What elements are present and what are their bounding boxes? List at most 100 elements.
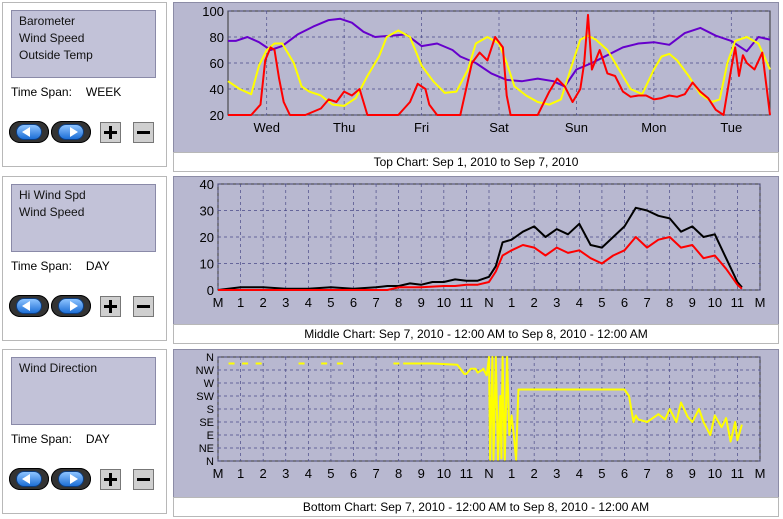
bottom-chart: N NE E SE S SW W NW N M 1 2 3 4 5 6 7 8 9 10 11 N 1 2 3 4 5 6 7 8 9 10 1… <box>173 349 779 501</box>
x-tick-label: N <box>484 466 493 481</box>
x-tick-label: M <box>213 466 224 481</box>
series-item[interactable]: Wind Speed <box>19 205 85 219</box>
top-chart-caption: Top Chart: Sep 1, 2010 to Sep 7, 2010 <box>173 152 779 172</box>
x-tick-label: 9 <box>418 295 425 310</box>
zoom-in-button[interactable] <box>100 469 121 490</box>
x-tick-label: 10 <box>708 466 722 481</box>
forward-button[interactable] <box>51 468 91 490</box>
y-tick-label: 80 <box>210 30 224 45</box>
x-tick-label: 5 <box>327 466 334 481</box>
x-tick-label: 9 <box>418 466 425 481</box>
zoom-in-button[interactable] <box>100 296 121 317</box>
x-tick-label: 2 <box>260 466 267 481</box>
x-tick-label: 5 <box>598 295 605 310</box>
x-tick-label: 6 <box>621 466 628 481</box>
x-tick-label: 3 <box>282 466 289 481</box>
x-tick-label: 9 <box>689 295 696 310</box>
time-span: Time Span: DAY <box>11 432 110 446</box>
x-tick-label: 2 <box>531 295 538 310</box>
x-tick-label: Fri <box>414 120 429 135</box>
time-span-value[interactable]: WEEK <box>85 85 122 99</box>
x-tick-label: 7 <box>372 466 379 481</box>
y-tick-label: NE <box>199 443 214 455</box>
x-tick-label: 3 <box>553 295 560 310</box>
y-tick-label: 100 <box>202 4 224 19</box>
x-tick-label: 1 <box>237 295 244 310</box>
x-tick-label: 6 <box>621 295 628 310</box>
x-tick-label: 4 <box>576 295 583 310</box>
top-chart: 20 40 60 80 100 Wed Thu Fri Sat Sun Mon Tue <box>173 2 779 154</box>
series-item[interactable]: Wind Direction <box>19 361 98 375</box>
time-span-value[interactable]: DAY <box>85 259 110 273</box>
top-chart-svg: 20 40 60 80 100 Wed Thu Fri Sat Sun Mon Tue <box>202 4 771 135</box>
y-tick-label: N <box>206 456 214 468</box>
time-span-label: Time Span: <box>11 259 72 273</box>
back-button[interactable] <box>9 121 49 143</box>
series-item[interactable]: Outside Temp <box>19 48 93 62</box>
x-tick-label: 3 <box>282 295 289 310</box>
x-tick-label: 3 <box>553 466 560 481</box>
x-tick-label: M <box>755 295 766 310</box>
y-tick-label: 20 <box>200 230 214 245</box>
x-tick-label: 4 <box>305 295 312 310</box>
x-tick-label: 1 <box>508 466 515 481</box>
x-tick-label: 11 <box>460 466 474 481</box>
y-tick-label: SE <box>199 417 214 429</box>
forward-button[interactable] <box>51 295 91 317</box>
forward-button[interactable] <box>51 121 91 143</box>
time-span-value[interactable]: DAY <box>85 432 110 446</box>
y-tick-label: 30 <box>200 204 214 219</box>
x-tick-label: Sun <box>565 120 588 135</box>
x-tick-label: 4 <box>576 466 583 481</box>
x-tick-label: 4 <box>305 466 312 481</box>
series-line <box>228 13 771 116</box>
y-tick-label: SW <box>196 391 214 403</box>
x-tick-label: 11 <box>731 295 745 310</box>
back-button[interactable] <box>9 295 49 317</box>
x-tick-label: Sat <box>489 120 509 135</box>
series-list[interactable]: Wind Direction <box>11 357 156 425</box>
zoom-out-button[interactable] <box>133 122 154 143</box>
series-line <box>403 356 743 461</box>
time-span: Time Span: DAY <box>11 259 110 273</box>
middle-chart-caption: Middle Chart: Sep 7, 2010 - 12:00 AM to … <box>173 324 779 344</box>
x-tick-label: Thu <box>333 120 355 135</box>
x-tick-label: 8 <box>666 466 673 481</box>
series-line <box>228 17 771 88</box>
series-item[interactable]: Hi Wind Spd <box>19 188 86 202</box>
zoom-out-button[interactable] <box>133 296 154 317</box>
x-tick-label: 6 <box>350 295 357 310</box>
x-tick-label: 10 <box>708 295 722 310</box>
x-tick-label: 8 <box>395 466 402 481</box>
series-list[interactable]: Barometer Wind Speed Outside Temp <box>11 10 156 78</box>
zoom-out-button[interactable] <box>133 469 154 490</box>
x-tick-label: Mon <box>641 120 666 135</box>
series-list[interactable]: Hi Wind Spd Wind Speed <box>11 184 156 252</box>
x-tick-label: 7 <box>643 466 650 481</box>
y-tick-label: S <box>207 404 214 416</box>
x-tick-label: 5 <box>598 466 605 481</box>
x-tick-label: 1 <box>508 295 515 310</box>
y-tick-label: 40 <box>200 177 214 192</box>
bottom-chart-caption: Bottom Chart: Sep 7, 2010 - 12:00 AM to … <box>173 497 779 517</box>
x-tick-label: M <box>213 295 224 310</box>
back-button[interactable] <box>9 468 49 490</box>
series-item[interactable]: Barometer <box>19 14 76 28</box>
x-tick-label: M <box>755 466 766 481</box>
y-tick-label: 40 <box>210 82 224 97</box>
y-tick-label: E <box>207 430 214 442</box>
time-span-label: Time Span: <box>11 85 72 99</box>
x-tick-label: N <box>484 295 493 310</box>
control-panel-bottom: Wind Direction Time Span: DAY <box>2 349 167 514</box>
y-tick-label: 0 <box>207 283 214 298</box>
y-tick-label: 20 <box>210 108 224 123</box>
x-tick-label: 10 <box>437 295 451 310</box>
series-item[interactable]: Wind Speed <box>19 31 85 45</box>
y-tick-label: NW <box>196 365 215 377</box>
y-tick-label: 60 <box>210 56 224 71</box>
middle-chart: 0 10 20 30 40 M 1 2 3 4 5 6 7 8 9 10 11 N 1 2 3 4 5 6 7 8 9 10 11 M <box>173 176 779 328</box>
x-tick-label: 11 <box>460 295 474 310</box>
zoom-in-button[interactable] <box>100 122 121 143</box>
